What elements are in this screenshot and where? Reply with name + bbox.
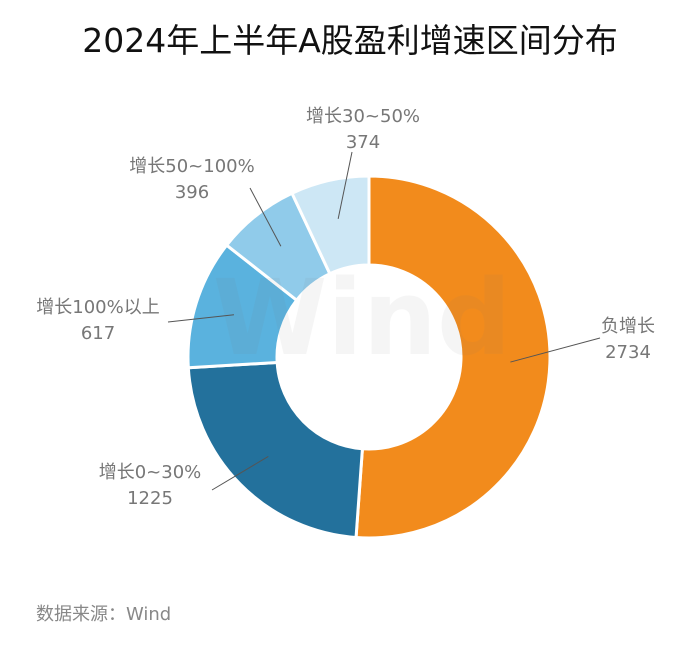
slice-value-2: 1225	[127, 488, 173, 509]
leader-line-5	[337, 151, 353, 220]
chart-title: 2024年上半年A股盈利增速区间分布	[82, 21, 618, 60]
slice-value-4: 396	[175, 182, 209, 203]
slice-value-3: 617	[81, 323, 115, 344]
slice-label-5: 增长30~50%	[306, 106, 420, 127]
slice-2	[186, 360, 365, 540]
slice-label-2: 增长0~30%	[99, 462, 202, 483]
watermark-text: Wind	[213, 257, 512, 379]
source-note: 数据来源：Wind	[36, 604, 172, 625]
leader-lines	[167, 151, 601, 491]
slice-value-1: 2734	[605, 342, 651, 363]
leader-line-4	[249, 187, 282, 247]
leader-line-3	[167, 314, 235, 323]
donut-slices	[186, 174, 552, 540]
slice-label-1: 负增长	[601, 316, 655, 337]
slice-label-4: 增长50~100%	[129, 156, 254, 177]
slice-5	[289, 174, 371, 276]
slice-1	[354, 174, 552, 540]
slice-labels: 负增长 2734 增长0~30% 1225 增长100%以上 617 增长50~100% 39…	[36, 106, 655, 509]
slice-label-3: 增长100%以上	[36, 297, 159, 318]
slice-value-5: 374	[346, 132, 380, 153]
leader-line-2	[211, 456, 269, 491]
leader-line-1	[510, 337, 601, 363]
